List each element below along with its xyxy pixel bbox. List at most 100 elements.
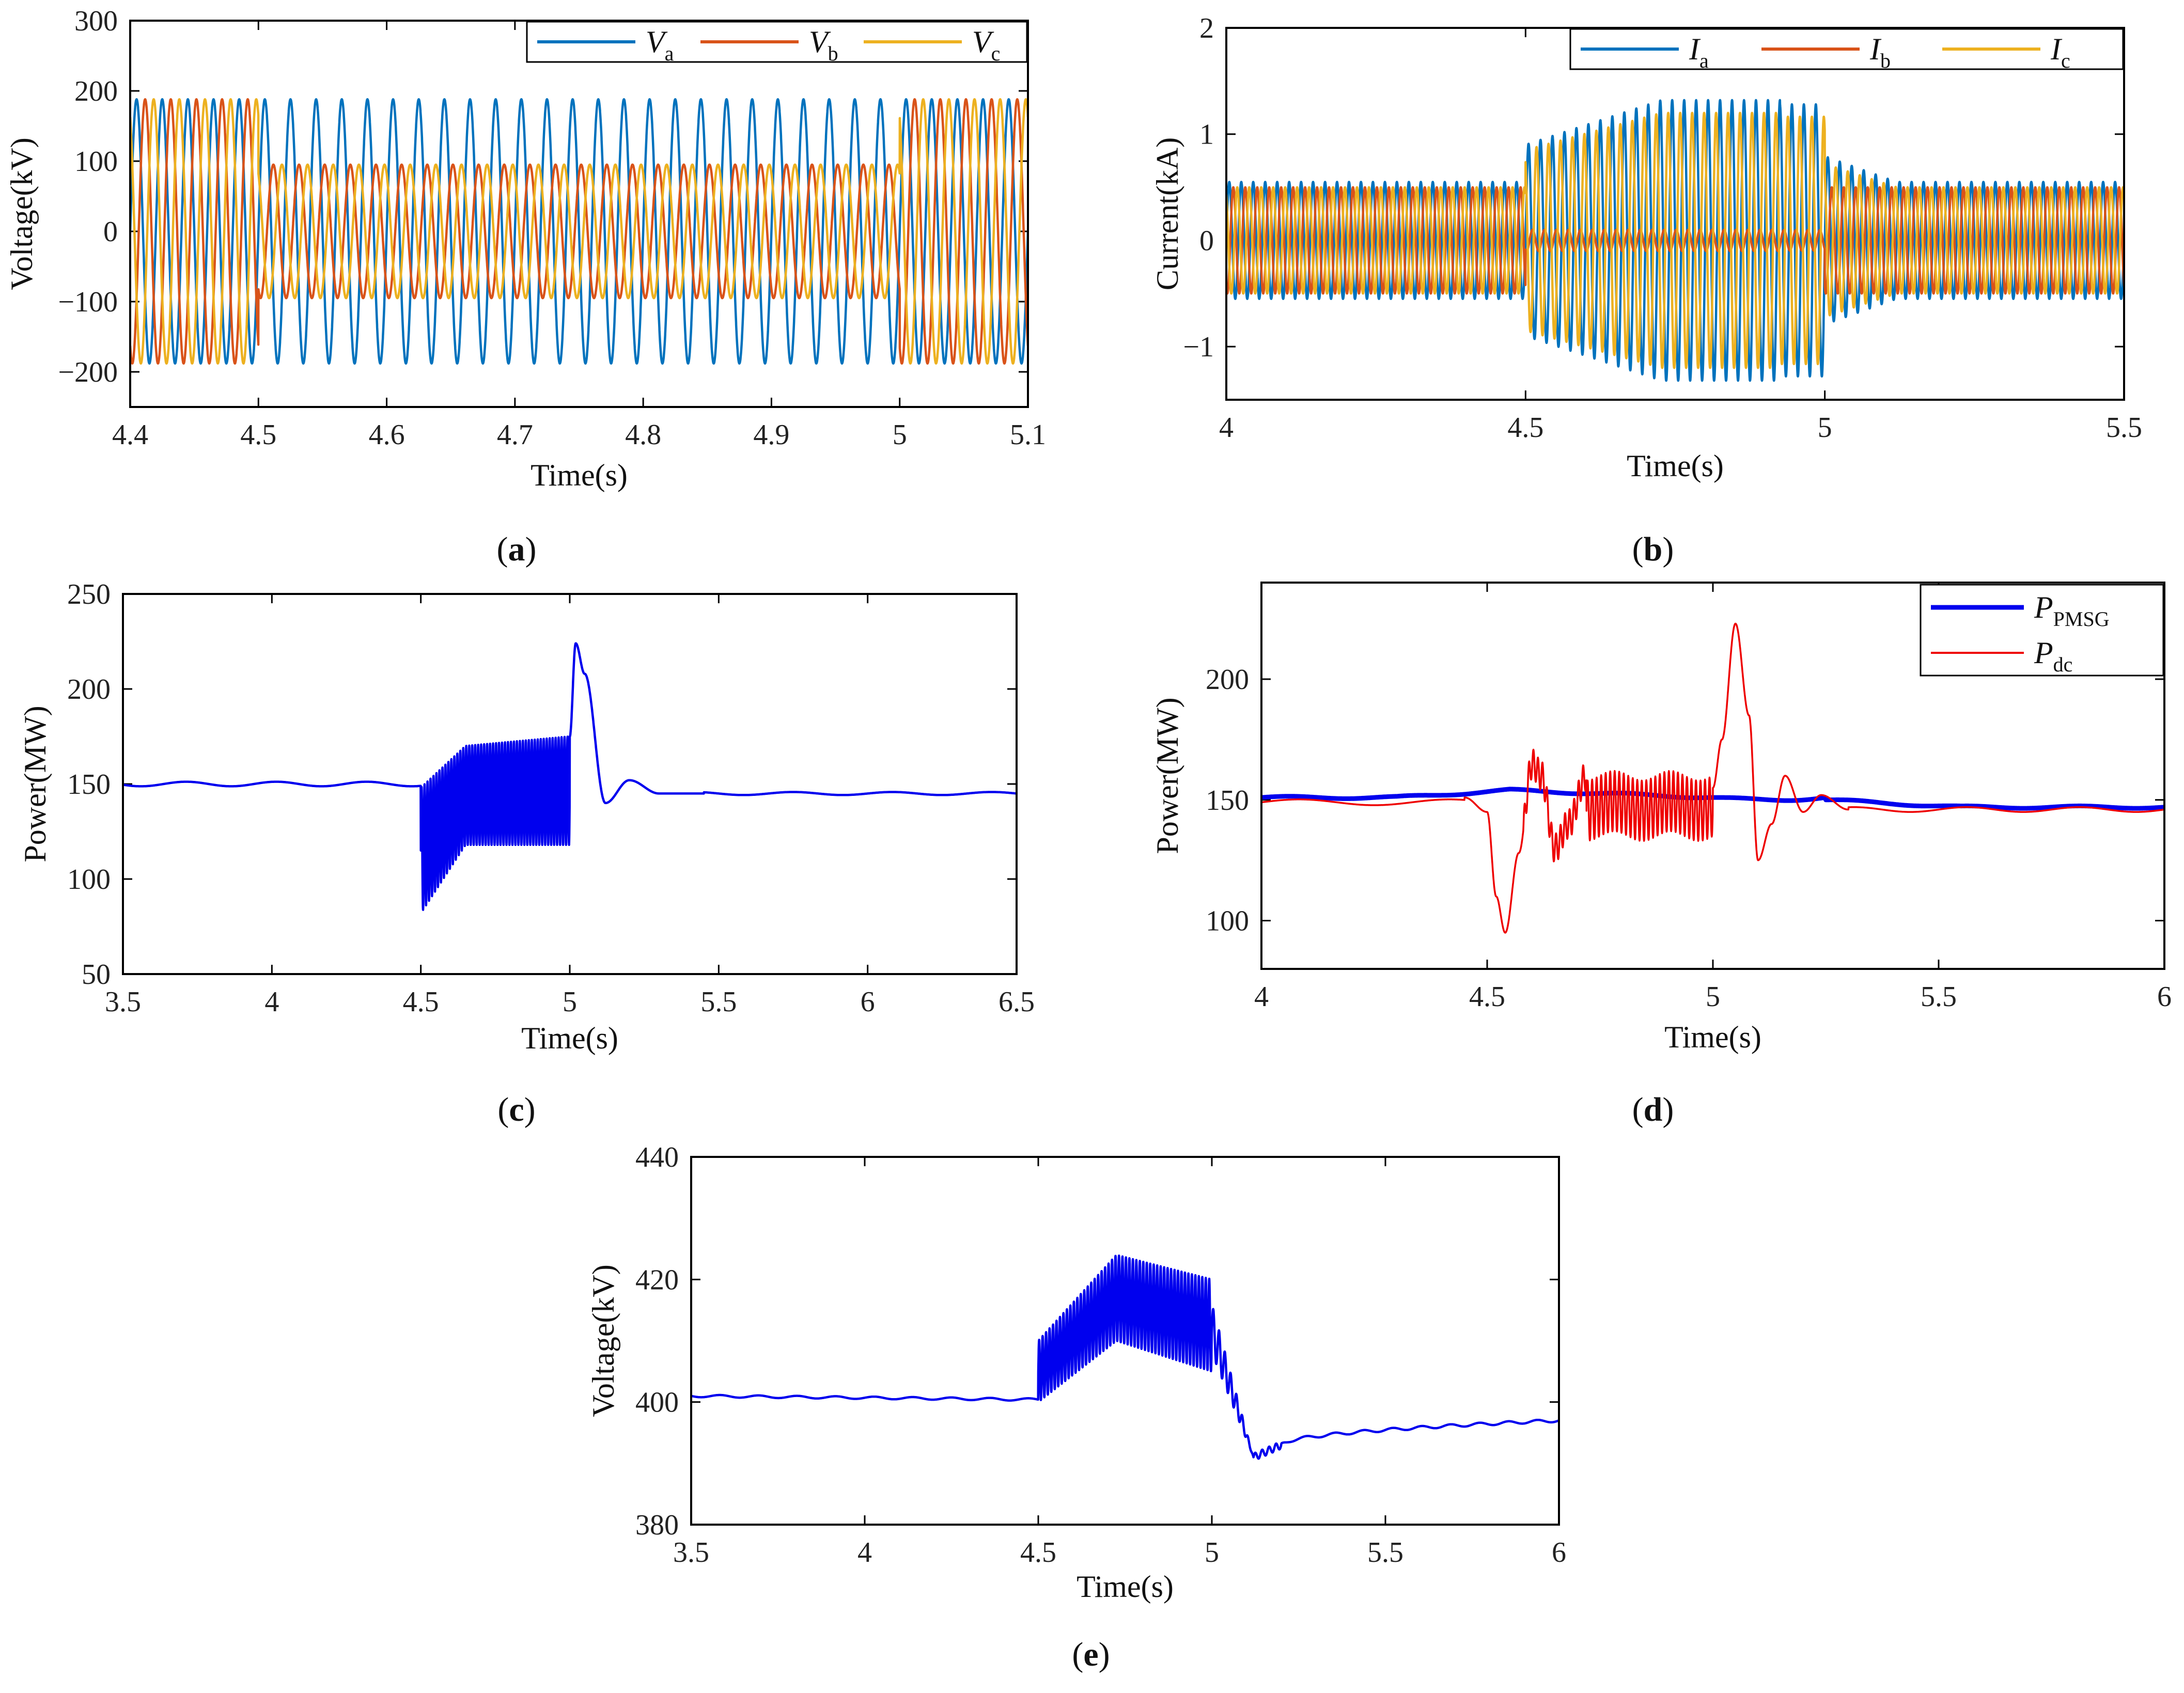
panel-b-legend-label: Ib — [1869, 32, 1891, 72]
panel-e-plot — [691, 1254, 1559, 1460]
panel-b-label: (b) — [1632, 530, 1674, 568]
panel-d-ytick-label: 150 — [1206, 785, 1249, 817]
panel-c-series-power — [123, 642, 1017, 911]
panel-b-legend-label: Ia — [1689, 32, 1709, 72]
panel-b-xtick-label: 4.5 — [1507, 412, 1543, 444]
panel-e-xtick-label: 3.5 — [673, 1537, 709, 1569]
panel-b-xtick-label: 4 — [1219, 412, 1234, 444]
panel-c-xtick-label: 6.5 — [999, 986, 1035, 1018]
panel-a-label: (a) — [497, 530, 537, 568]
panel-e-series-voltage — [691, 1254, 1559, 1460]
panel-a-legend-label: Va — [646, 25, 674, 65]
panel-a-xtick-label: 4.6 — [369, 419, 405, 451]
panel-e-xtick-label: 4 — [857, 1537, 872, 1569]
panel-a-xtick-label: 4.9 — [753, 419, 789, 451]
panel-d-xtick-label: 5.5 — [1921, 981, 1957, 1013]
panel-c-xlabel: Time(s) — [521, 1021, 618, 1055]
panel-b-xtick-label: 5.5 — [2106, 412, 2142, 444]
panel-a-xtick-label: 5.1 — [1010, 419, 1046, 451]
panel-c-xtick-label: 4 — [264, 986, 279, 1018]
panel-a-ytick-label: 0 — [103, 216, 118, 248]
panel-e-ytick-label: 420 — [635, 1264, 679, 1296]
panel-b-frame — [1225, 27, 2125, 401]
panel-c-ytick-label: 100 — [67, 864, 111, 896]
panel-c-ytick-label: 200 — [67, 673, 111, 706]
panel-b-xlabel: Time(s) — [1627, 449, 1724, 483]
panel-a-ylabel: Voltage(kV) — [5, 137, 39, 290]
panel-d-label: (d) — [1632, 1091, 1674, 1128]
panel-b-ticks: 4 4.5 5 5.5 −1 0 1 2 — [1183, 12, 2142, 444]
panel-d-ticks: 4 4.5 5 5.5 6 100 150 200 — [1206, 583, 2172, 1013]
panel-c-xtick-label: 4.5 — [403, 986, 439, 1018]
panel-a-xtick-label: 4.7 — [497, 419, 533, 451]
panel-d-legend-label: Pdc — [2034, 636, 2072, 676]
panel-a-ytick-label: −100 — [58, 286, 118, 318]
panel-d-xtick-label: 4 — [1254, 981, 1269, 1013]
panel-e-xtick-label: 6 — [1552, 1537, 1566, 1569]
panel-a-xtick-label: 4.8 — [625, 419, 661, 451]
panel-a-legend: Va Vb Vc — [526, 21, 1028, 65]
panel-a-ticks: 4.4 4.5 4.6 4.7 4.8 4.9 5 5.1 −200 −100 0 100 200 300 — [58, 5, 1046, 451]
panel-a: 4.4 4.5 4.6 4.7 4.8 4.9 5 5.1 −200 −100 0 100 200 300… — [5, 5, 1046, 568]
panel-a-ytick-label: 100 — [74, 146, 118, 178]
panel-e: 3.5 4 4.5 5 5.5 6 380 400 420 440 Time(s) Voltage… — [586, 1141, 1566, 1673]
panel-d-frame — [1260, 582, 2165, 970]
panel-a-series-c — [130, 98, 1028, 365]
panel-e-ytick-label: 400 — [635, 1387, 679, 1419]
panel-e-ytick-label: 440 — [635, 1141, 679, 1173]
panel-d-ylabel: Power(MW) — [1150, 697, 1184, 854]
panel-c-ytick-label: 150 — [67, 769, 111, 801]
panel-e-ticks: 3.5 4 4.5 5 5.5 6 380 400 420 440 — [635, 1141, 1566, 1569]
panel-c-ytick-label: 250 — [67, 578, 111, 610]
panel-b-plot — [1226, 99, 2124, 382]
panel-c-frame — [122, 593, 1018, 975]
panel-e-frame — [690, 1156, 1560, 1526]
panel-a-xtick-label: 5 — [893, 419, 907, 451]
panel-d-series-pdc — [1261, 622, 2164, 934]
panel-b-series-a — [1226, 99, 2124, 382]
panel-d: 4 4.5 5 5.5 6 100 150 200 Time(s) Power(MW) PPM… — [1150, 582, 2172, 1128]
panel-d-legend-box — [1920, 584, 2164, 677]
panel-b-series-b — [1226, 186, 2124, 295]
panel-b-ytick-label: 1 — [1199, 119, 1214, 151]
panel-c-ticks: 3.5 4 4.5 5 5.5 6 6.5 50 100 150 200 250 — [67, 578, 1035, 1018]
panel-a-series-a — [130, 98, 1028, 365]
panel-e-ytick-label: 380 — [635, 1509, 679, 1541]
panel-c-plot — [123, 642, 1017, 911]
panel-a-legend-label: Vc — [972, 25, 1000, 65]
panel-d-plot — [1261, 622, 2164, 934]
panel-b-legend-label: Ic — [2050, 32, 2070, 72]
panel-a-series-b — [130, 98, 1028, 365]
panel-d-xtick-label: 4.5 — [1469, 981, 1505, 1013]
panel-c-label: (c) — [497, 1091, 535, 1128]
panel-c-ylabel: Power(MW) — [18, 706, 52, 862]
panel-a-ytick-label: 300 — [74, 5, 118, 37]
panel-a-ytick-label: −200 — [58, 356, 118, 388]
panel-d-xlabel: Time(s) — [1664, 1020, 1761, 1054]
panel-b-series-c — [1226, 112, 2124, 369]
panel-a-plot — [130, 98, 1028, 365]
panel-e-xtick-label: 5.5 — [1367, 1537, 1403, 1569]
panel-a-ytick-label: 200 — [74, 75, 118, 107]
panel-c-xtick-label: 5.5 — [700, 986, 737, 1018]
panel-b: 4 4.5 5 5.5 −1 0 1 2 Time(s) Current(kA) Ia Ib Ic… — [1150, 12, 2142, 568]
panel-d-xtick-label: 5 — [1706, 981, 1720, 1013]
panel-e-label: (e) — [1072, 1636, 1110, 1673]
panel-d-legend-label: PPMSG — [2034, 590, 2110, 631]
panel-a-xtick-label: 4.4 — [112, 419, 148, 451]
panel-b-legend: Ia Ib Ic — [1569, 28, 2124, 72]
panel-a-xlabel: Time(s) — [531, 458, 628, 492]
panel-e-xtick-label: 4.5 — [1020, 1537, 1056, 1569]
panel-b-ylabel: Current(kA) — [1150, 137, 1184, 291]
panel-c-xtick-label: 3.5 — [105, 986, 141, 1018]
panel-d-ytick-label: 100 — [1206, 905, 1249, 937]
panel-b-ytick-label: 0 — [1199, 225, 1214, 257]
panel-a-xtick-label: 4.5 — [240, 419, 276, 451]
panel-b-ytick-label: −1 — [1183, 331, 1214, 363]
panel-a-frame — [129, 20, 1029, 408]
panel-b-xtick-label: 5 — [1818, 412, 1832, 444]
panel-c-ytick-label: 50 — [82, 959, 111, 991]
panel-c-xtick-label: 6 — [861, 986, 875, 1018]
panel-e-ylabel: Voltage(kV) — [586, 1264, 620, 1417]
